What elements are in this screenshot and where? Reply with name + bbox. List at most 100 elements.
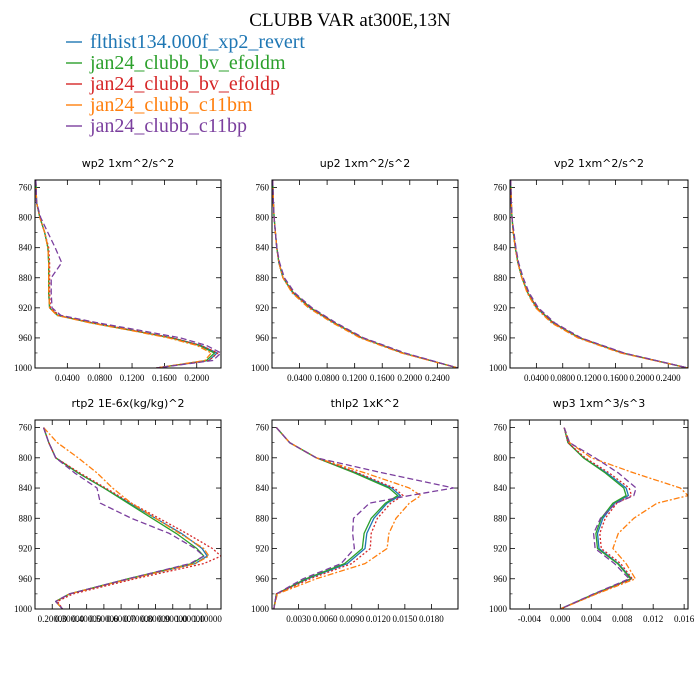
series-line [510, 180, 688, 368]
x-tick-label: 0.1600 [370, 373, 395, 383]
figure-title: CLUBB VAR at300E,13N [249, 10, 451, 31]
y-tick-label: 1000 [14, 604, 33, 614]
y-tick-label: 840 [19, 483, 33, 493]
legend-entry: jan24_clubb_bv_efoldm [66, 52, 286, 74]
y-tick-label: 960 [494, 574, 508, 584]
x-tick-label: 0.0400 [524, 373, 549, 383]
legend: flthist134.000f_xp2_revertjan24_clubb_bv… [66, 31, 305, 137]
legend-entry: jan24_clubb_bv_efoldp [66, 73, 280, 95]
chart-panels: wp2 1xm^2/s^2 760 800 840 880 920 960 1000 0.040… [14, 157, 695, 624]
legend-label: jan24_clubb_c11bp [89, 115, 247, 137]
y-tick-label: 920 [19, 303, 33, 313]
legend-label: jan24_clubb_c11bm [89, 94, 253, 116]
chart-panel: vp2 1xm^2/s^2 760 800 840 880 920 960 1000 0.040… [489, 157, 689, 383]
x-tick-label: 0.000 [550, 614, 571, 624]
panel-title: thlp2 1xK^2 [331, 397, 400, 410]
series-line [35, 180, 212, 368]
y-tick-label: 920 [494, 303, 508, 313]
panel-title: up2 1xm^2/s^2 [320, 157, 411, 170]
x-tick-label: 0.0800 [550, 373, 575, 383]
y-tick-label: 800 [494, 213, 508, 223]
x-tick-label: 0.0150 [392, 614, 417, 624]
y-tick-label: 920 [19, 544, 33, 554]
x-tick-label: 0.0120 [366, 614, 391, 624]
plot-frame [34, 179, 222, 369]
x-tick-label: 0.0800 [87, 373, 112, 383]
x-tick-label: 0.2000 [397, 373, 422, 383]
series-line [42, 427, 221, 609]
legend-entry: flthist134.000f_xp2_revert [66, 31, 305, 53]
series-group [273, 427, 455, 609]
y-tick-label: 880 [256, 513, 270, 523]
y-tick-label: 1000 [251, 604, 270, 614]
chart-panel: wp3 1xm^3/s^3 760 800 840 880 920 960 1000 -0.00… [489, 397, 695, 624]
panel-title: rtp2 1E-6x(kg/kg)^2 [72, 397, 185, 410]
y-tick-label: 1000 [489, 363, 508, 373]
series-line [560, 427, 633, 609]
x-tick-label: 0.004 [581, 614, 602, 624]
y-tick-label: 840 [19, 243, 33, 253]
y-tick-label: 960 [19, 333, 33, 343]
series-line [43, 427, 210, 609]
series-group [42, 427, 221, 609]
y-tick-label: 920 [494, 544, 508, 554]
plot-frame [271, 419, 459, 610]
y-tick-label: 840 [256, 483, 270, 493]
y-tick-label: 1000 [251, 363, 270, 373]
x-tick-label: 0.20000 [38, 614, 68, 624]
x-tick-label: 0.1600 [152, 373, 177, 383]
y-tick-label: 760 [256, 183, 270, 193]
y-tick-label: 760 [19, 423, 33, 433]
series-line [560, 427, 632, 609]
plot-frame [509, 419, 689, 610]
x-tick-label: 0.1200 [120, 373, 145, 383]
legend-entry: jan24_clubb_c11bp [66, 115, 247, 137]
x-tick-label: 0.1600 [603, 373, 628, 383]
series-line [273, 427, 402, 609]
series-group [35, 180, 221, 368]
series-line [272, 180, 458, 368]
series-line [273, 427, 422, 609]
series-line [560, 427, 633, 609]
y-tick-label: 800 [19, 453, 33, 463]
chart-panel: up2 1xm^2/s^2 760 800 840 880 920 960 1000 0.040… [251, 157, 459, 383]
panel-title: wp3 1xm^3/s^3 [553, 397, 646, 410]
series-line [35, 180, 218, 368]
x-tick-label: 0.0400 [55, 373, 80, 383]
panel-title: wp2 1xm^2/s^2 [82, 157, 175, 170]
series-line [35, 180, 219, 368]
series-line [272, 180, 458, 368]
series-line [510, 180, 688, 368]
x-tick-label: 0.70000 [124, 614, 154, 624]
y-tick-label: 800 [256, 453, 270, 463]
y-tick-label: 1000 [489, 604, 508, 614]
series-line [35, 180, 221, 368]
y-tick-label: 1000 [14, 363, 33, 373]
y-tick-label: 920 [256, 303, 270, 313]
x-tick-label: 0.1200 [342, 373, 367, 383]
series-line [273, 427, 455, 609]
plot-frame [271, 179, 459, 369]
y-tick-label: 960 [494, 333, 508, 343]
x-tick-label: 0.2400 [656, 373, 681, 383]
series-group [272, 180, 458, 368]
panel-title: vp2 1xm^2/s^2 [554, 157, 644, 170]
y-tick-label: 880 [19, 273, 33, 283]
plot-frame [34, 419, 222, 610]
plot-frame [509, 179, 689, 369]
series-group [510, 180, 688, 368]
y-tick-label: 760 [256, 423, 270, 433]
y-tick-label: 800 [256, 213, 270, 223]
y-tick-label: 960 [19, 574, 33, 584]
y-tick-label: 760 [494, 423, 508, 433]
series-line [510, 180, 688, 368]
chart-panel: rtp2 1E-6x(kg/kg)^2 760 800 840 880 920 960 100… [14, 397, 222, 624]
y-tick-label: 960 [256, 333, 270, 343]
series-line [510, 180, 688, 368]
x-tick-label: 0.2000 [629, 373, 654, 383]
y-tick-label: 880 [494, 273, 508, 283]
y-tick-label: 920 [256, 544, 270, 554]
legend-entry: jan24_clubb_c11bm [66, 94, 253, 116]
y-tick-label: 840 [494, 243, 508, 253]
